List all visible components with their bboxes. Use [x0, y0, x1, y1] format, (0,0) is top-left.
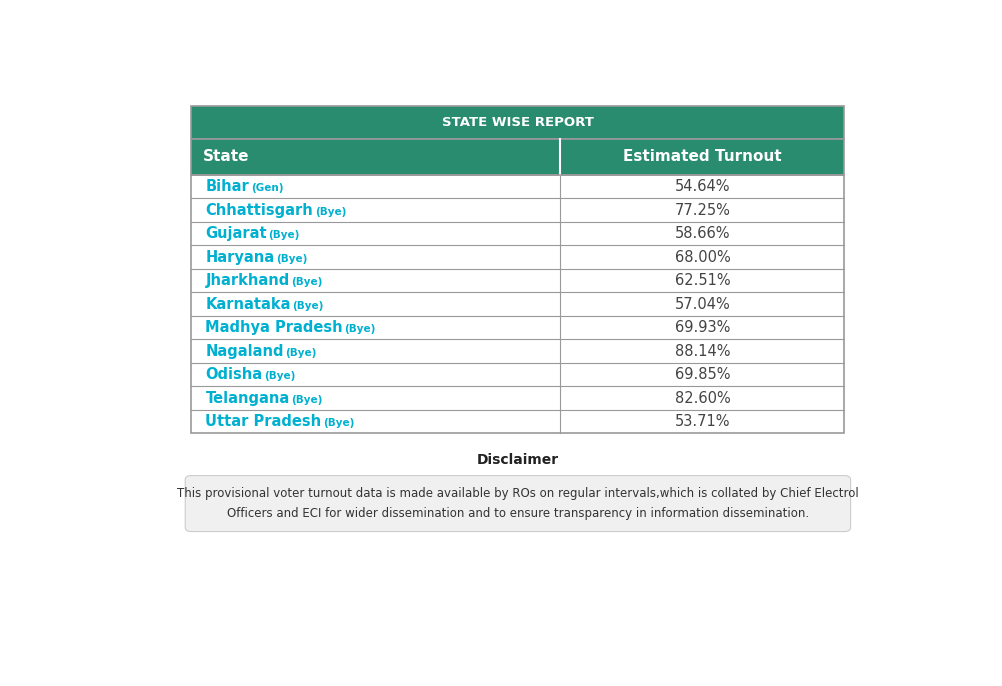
Text: Chhattisgarh: Chhattisgarh	[205, 202, 313, 217]
Text: Nagaland: Nagaland	[205, 344, 284, 359]
Bar	[191, 175, 844, 198]
Text: Odisha: Odisha	[205, 367, 263, 382]
Text: (Bye): (Bye)	[276, 254, 308, 264]
Text: 58.66%: 58.66%	[674, 226, 729, 241]
Text: (Bye): (Bye)	[293, 301, 324, 311]
Text: 82.60%: 82.60%	[673, 390, 729, 405]
Text: 53.71%: 53.71%	[674, 414, 729, 429]
Text: (Bye): (Bye)	[264, 371, 296, 381]
Text: Estimated Turnout: Estimated Turnout	[622, 150, 781, 165]
Text: 57.04%: 57.04%	[673, 296, 729, 311]
Text: This provisional voter turnout data is made available by ROs on regular interval: This provisional voter turnout data is m…	[177, 487, 858, 520]
Text: 69.85%: 69.85%	[674, 367, 729, 382]
Text: (Bye): (Bye)	[291, 277, 323, 287]
Text: Uttar Pradesh: Uttar Pradesh	[205, 414, 322, 429]
Text: Jharkhand: Jharkhand	[205, 273, 290, 288]
Bar	[191, 410, 844, 434]
Text: (Bye): (Bye)	[286, 348, 317, 358]
Bar	[191, 106, 844, 139]
Text: Disclaimer: Disclaimer	[476, 453, 558, 467]
Text: 68.00%: 68.00%	[673, 250, 729, 265]
Bar	[191, 246, 844, 269]
Bar	[191, 386, 844, 410]
Text: (Bye): (Bye)	[291, 395, 323, 405]
Text: (Bye): (Bye)	[345, 324, 376, 335]
Text: (Bye): (Bye)	[323, 418, 354, 429]
Bar	[191, 139, 844, 175]
Text: Haryana: Haryana	[205, 250, 275, 265]
Text: 62.51%: 62.51%	[674, 273, 729, 288]
Text: Bihar: Bihar	[205, 179, 248, 194]
Text: Gujarat: Gujarat	[205, 226, 267, 241]
Text: (Gen): (Gen)	[250, 183, 283, 193]
Bar	[191, 340, 844, 363]
Bar	[191, 269, 844, 292]
Text: 77.25%: 77.25%	[673, 202, 729, 217]
Bar	[191, 363, 844, 386]
Text: STATE WISE REPORT: STATE WISE REPORT	[442, 116, 593, 129]
Text: 88.14%: 88.14%	[674, 344, 729, 359]
Text: (Bye): (Bye)	[315, 207, 346, 217]
Bar	[191, 292, 844, 316]
Text: 54.64%: 54.64%	[674, 179, 729, 194]
Text: 69.93%: 69.93%	[674, 320, 729, 335]
Bar	[191, 316, 844, 340]
FancyBboxPatch shape	[185, 475, 850, 532]
Text: Karnataka: Karnataka	[205, 296, 291, 311]
Bar	[191, 222, 844, 246]
Bar	[191, 198, 844, 222]
Text: Telangana: Telangana	[205, 390, 290, 405]
Text: State: State	[202, 150, 249, 165]
Text: (Bye): (Bye)	[269, 230, 300, 240]
Bar	[191, 175, 844, 434]
Text: Madhya Pradesh: Madhya Pradesh	[205, 320, 343, 335]
